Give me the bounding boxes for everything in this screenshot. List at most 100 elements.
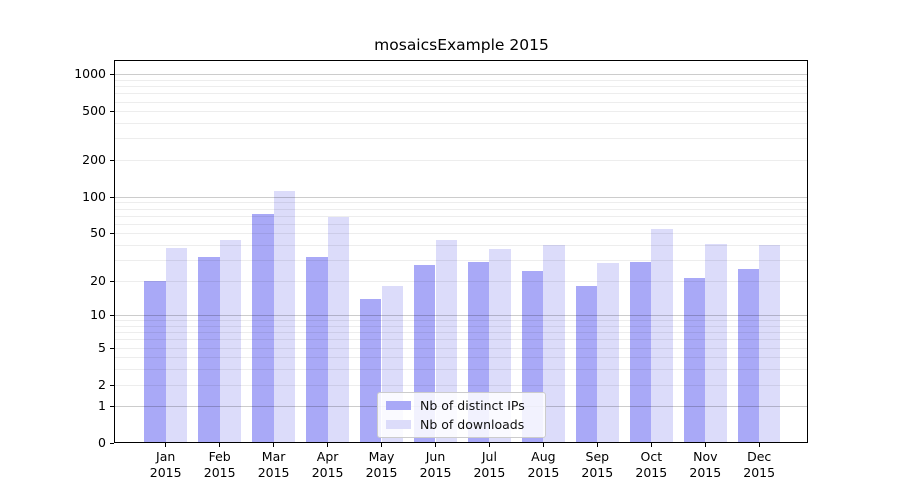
minor-gridline [115,347,807,349]
x-tick-label-line: Oct [640,449,663,464]
x-tick-label-line: May [368,449,395,464]
x-tick-label-line: 2015 [473,464,506,480]
x-tick-label-line: 2015 [743,464,776,480]
legend: Nb of distinct IPs Nb of downloads [377,392,546,438]
minor-gridline [115,215,807,217]
y-tick-mark [110,315,114,317]
minor-gridline [115,369,807,371]
legend-label-distinct-ips: Nb of distinct IPs [420,398,525,413]
minor-gridline [115,101,807,103]
x-tick-label-line: Sep [585,449,610,464]
major-gridline [115,315,807,317]
legend-label-downloads: Nb of downloads [420,417,525,432]
minor-gridline [115,325,807,327]
bar-distinct-ips-oct [630,261,652,444]
x-tick-label-line: 2015 [365,464,398,480]
minor-gridline [115,280,807,282]
y-tick-label: 100 [82,188,106,204]
x-tick-mark [704,443,706,447]
minor-gridline [115,233,807,235]
x-tick-label-line: 2015 [689,464,722,480]
bar-downloads-apr [327,217,349,444]
x-tick-mark [165,443,167,447]
x-tick-mark [219,443,221,447]
bar-distinct-ips-apr [306,256,328,444]
y-tick-label: 50 [90,225,106,241]
x-tick-label-line: 2015 [635,464,668,480]
y-tick-label: 20 [90,272,106,288]
bar-downloads-feb [219,239,241,444]
x-tick-label-line: 2015 [419,464,452,480]
x-tick-label: May 2015 [350,449,414,480]
minor-gridline [115,111,807,113]
bar-distinct-ips-jan [144,280,166,444]
bar-downloads-sep [597,263,619,444]
x-tick-label-line: 2015 [311,464,344,480]
y-tick-mark [110,74,114,76]
y-tick-mark [110,196,114,198]
x-tick-mark [327,443,329,447]
x-tick-label-line: Jul [481,449,497,464]
y-tick-label: 500 [82,103,106,119]
x-tick-mark [488,443,490,447]
major-gridline [115,196,807,198]
x-tick-label-line: 2015 [149,464,182,480]
bar-downloads-mar [273,190,295,444]
minor-gridline [115,138,807,140]
bar-distinct-ips-feb [198,256,220,444]
x-tick-mark [381,443,382,447]
x-tick-mark [758,443,760,447]
legend-item-downloads: Nb of downloads [378,415,545,434]
y-tick-mark [110,280,114,282]
minor-gridline [115,223,807,225]
x-tick-label: Sep 2015 [565,449,629,480]
minor-gridline [115,79,807,81]
plot-border [114,60,808,443]
x-tick-label-line: Jun [425,449,446,464]
bar-distinct-ips-dec [737,269,760,444]
chart-title: mosaicsExample 2015 [374,36,549,54]
bar-downloads-oct [651,229,673,444]
x-tick-label: Jun 2015 [404,449,468,480]
x-tick-label: Jan 2015 [134,449,198,480]
major-gridline [115,74,807,76]
y-tick-mark [110,111,114,113]
x-tick-label: Dec 2015 [727,449,791,480]
legend-swatch-distinct-ips [386,401,411,410]
bar-downloads-jan [165,247,187,444]
x-tick-label-line: Dec [747,449,772,464]
minor-gridline [115,259,807,261]
y-tick-mark [110,347,114,349]
x-tick-label-line: Aug [531,449,556,464]
minor-gridline [115,86,807,88]
x-tick-label: Apr 2015 [296,449,360,480]
x-tick-mark [542,443,544,447]
x-tick-mark [650,443,652,447]
x-tick-label-line: 2015 [581,464,614,480]
y-tick-mark [110,384,114,386]
x-tick-label: Aug 2015 [511,449,575,480]
y-tick-label: 1000 [74,66,106,82]
y-tick-label: 0 [98,435,106,451]
x-tick-label-line: Feb [208,449,231,464]
bar-distinct-ips-may [360,298,382,444]
x-tick-label-line: 2015 [527,464,560,480]
y-tick-label: 10 [90,307,106,323]
y-tick-mark [110,443,114,445]
minor-gridline [115,384,807,386]
y-tick-mark [110,406,114,408]
y-tick-label: 200 [82,152,106,167]
x-tick-label-line: Nov [693,449,718,464]
y-tick-mark [110,160,114,161]
x-tick-label-line: Mar [261,449,286,464]
x-tick-label: Feb 2015 [188,449,252,480]
bar-downloads-aug [543,244,565,444]
y-tick-mark [110,233,114,235]
x-tick-label-line: 2015 [203,464,236,480]
minor-gridline [115,332,807,334]
minor-gridline [115,357,807,359]
minor-gridline [115,320,807,322]
y-tick-label: 5 [98,339,106,355]
minor-gridline [115,244,807,246]
